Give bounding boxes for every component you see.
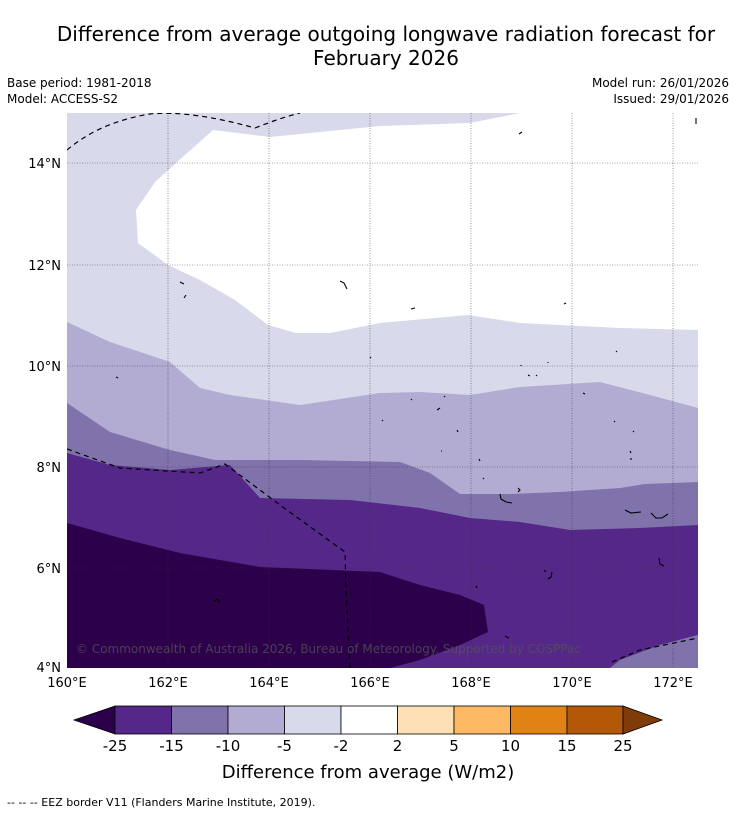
colorbar-bin: [171, 705, 229, 735]
band-corner-minus15: [610, 635, 698, 668]
colorbar-tick-label: 5: [449, 737, 459, 755]
island: [381, 419, 459, 452]
model-run: Model run: 26/01/2026: [591, 76, 729, 90]
eez-border-southeast: [611, 637, 698, 663]
lon-label: 172°E: [653, 676, 693, 691]
base-period: Base period: 1981-2018: [7, 76, 152, 90]
lon-label: 164°E: [249, 676, 289, 691]
lon-label: 166°E: [350, 676, 390, 691]
island: [213, 598, 220, 604]
lon-label: 170°E: [552, 676, 592, 691]
islands: [115, 118, 697, 639]
lat-label: 12°N: [28, 259, 61, 274]
eez-border-south: [67, 448, 351, 668]
colorbar-tick-label: 10: [501, 737, 520, 755]
island: [504, 635, 510, 639]
colorbar-extend-low: [72, 705, 116, 735]
map-title: Difference from average outgoing longwav…: [0, 22, 736, 70]
colorbar-tick-label: 25: [613, 737, 632, 755]
colorbar-extend-high: [622, 705, 664, 735]
copyright-text: © Commonwealth of Australia 2026, Bureau…: [76, 642, 581, 656]
lat-labels: 14°N 12°N 10°N 8°N 6°N 4°N: [28, 157, 61, 676]
island: [369, 356, 372, 359]
colorbar-tick-label: -10: [216, 737, 241, 755]
map-plot-area: © Commonwealth of Australia 2026, Bureau…: [67, 113, 698, 668]
title-line-1: Difference from average outgoing longwav…: [56, 22, 716, 46]
island: [624, 509, 669, 519]
colorbar-tick-label: -2: [334, 737, 349, 755]
island: [518, 131, 523, 135]
island: [410, 307, 416, 310]
colorbar-tick-label: -15: [159, 737, 184, 755]
island: [563, 302, 567, 305]
island: [582, 350, 618, 395]
colorbar-bin: [340, 705, 398, 735]
lat-label: 4°N: [37, 661, 62, 676]
colorbar-bin: [510, 705, 568, 735]
island: [543, 569, 553, 580]
colorbar-bin: [453, 705, 511, 735]
lat-label: 10°N: [28, 360, 61, 375]
colorbar-bin: [227, 705, 285, 735]
island: [520, 362, 549, 377]
meta-right: Model run: 26/01/2026 Issued: 29/01/2026: [592, 75, 729, 107]
island: [613, 420, 635, 460]
colorbar-tick-label: 2: [393, 737, 403, 755]
lat-label: 14°N: [28, 157, 61, 172]
colorbar-tick-label: -25: [103, 737, 128, 755]
lon-label: 168°E: [451, 676, 491, 691]
colorbar-bin: [114, 705, 172, 735]
island: [339, 280, 348, 290]
lat-label: 8°N: [37, 461, 62, 476]
eez-footnote: -- -- -- EEZ border V11 (Flanders Marine…: [7, 796, 316, 809]
colorbar-bin: [566, 705, 624, 735]
eez-borders: [67, 113, 698, 668]
lon-label: 160°E: [47, 676, 87, 691]
island: [179, 281, 187, 299]
island: [475, 585, 478, 589]
meta-left: Base period: 1981-2018 Model: ACCESS-S2: [7, 75, 152, 107]
title-line-2: February 2026: [313, 46, 459, 70]
island: [658, 557, 665, 567]
lon-label: 162°E: [148, 676, 188, 691]
colorbar: [72, 705, 664, 735]
colorbar-ticks: -25 -15 -10 -5 -2 2 5 10 15 25: [103, 737, 633, 755]
colorbar-label: Difference from average (W/m2): [222, 762, 514, 783]
gridlines: [67, 113, 698, 668]
colorbar-tick-label: -5: [277, 737, 292, 755]
band-below-minus25: [67, 523, 488, 668]
colorbar-tick-label: 15: [557, 737, 576, 755]
island: [410, 395, 446, 411]
colorbar-bin: [284, 705, 342, 735]
colorbar-bin: [397, 705, 455, 735]
model-name: Model: ACCESS-S2: [7, 92, 119, 106]
island: [478, 458, 485, 480]
band-neutral: [136, 113, 698, 333]
island: [115, 376, 119, 379]
island: [499, 487, 521, 504]
lon-labels: 160°E 162°E 164°E 166°E 168°E 170°E 172°…: [47, 676, 693, 691]
lat-label: 6°N: [37, 562, 62, 577]
eez-border-north: [67, 113, 301, 151]
issued-date: Issued: 29/01/2026: [613, 92, 729, 106]
